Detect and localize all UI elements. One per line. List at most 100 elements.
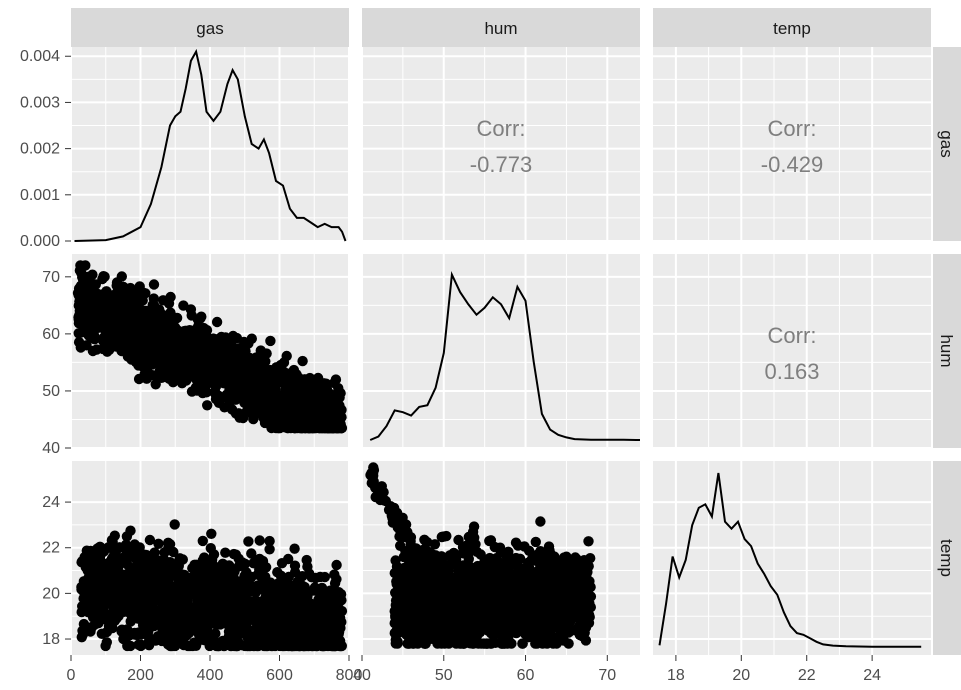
scatter-point: [89, 306, 100, 318]
strip-col-temp-label: temp: [773, 19, 811, 38]
tick-label-x: 400: [197, 667, 224, 684]
scatter-point: [129, 294, 140, 305]
corr-gas-hum-label: Corr:: [477, 116, 526, 141]
scatter-hum-temp-tail: [365, 462, 417, 561]
scatter-point: [140, 288, 151, 299]
scatter-point: [148, 279, 160, 290]
scatter-point: [83, 330, 95, 341]
scatter-point: [149, 607, 160, 619]
scatter-point: [189, 586, 200, 597]
tick-label-x: 40: [353, 667, 371, 684]
scatter-point: [393, 571, 405, 582]
scatter-point: [558, 565, 570, 576]
scatter-point: [289, 592, 300, 603]
strip-col-gas-label: gas: [196, 19, 223, 38]
scatter-point: [494, 542, 506, 553]
scatter-point: [463, 553, 474, 565]
scatter-point: [444, 633, 455, 644]
strip-col-hum-label: hum: [484, 19, 517, 38]
scatter-point: [135, 305, 147, 317]
scatter-point: [390, 555, 401, 566]
scatter-point: [144, 534, 156, 546]
scatter-point: [149, 590, 160, 601]
scatter-point: [289, 628, 301, 640]
scatter-point: [112, 598, 124, 609]
scatter-point: [222, 610, 233, 621]
scatter-point: [329, 578, 341, 589]
scatter-point: [231, 332, 243, 344]
tick-label-y: 18: [42, 631, 60, 648]
scatter-point: [116, 271, 128, 282]
scatter-point: [296, 580, 308, 591]
tick-label-y: 50: [42, 383, 60, 400]
scatter-point: [269, 640, 281, 652]
scatter-point: [585, 553, 596, 564]
scatter-point: [135, 346, 146, 357]
tick-label-y: 24: [42, 494, 60, 511]
scatter-point: [332, 387, 344, 398]
scatter-point: [172, 369, 183, 380]
scatter-point: [115, 294, 126, 305]
scatter-point: [260, 571, 271, 582]
scatter-point: [319, 571, 330, 583]
scatter-point: [118, 569, 130, 580]
tick-label-x: 22: [798, 667, 816, 684]
scatter-point: [135, 560, 146, 571]
scatter-point: [218, 640, 229, 652]
scatter-point: [389, 627, 400, 639]
scatter-point: [197, 634, 209, 645]
scatter-point: [258, 635, 269, 647]
scatter-point: [298, 407, 309, 418]
scatter-point: [134, 542, 145, 553]
scatter-point: [537, 626, 548, 637]
scatter-point: [208, 333, 219, 344]
scatter-point: [249, 605, 260, 616]
scatter-point: [526, 580, 538, 592]
scatter-point: [581, 614, 592, 625]
scatter-point: [248, 558, 259, 569]
scatter-point: [178, 300, 189, 311]
scatter-point: [389, 508, 401, 519]
scatter-point: [541, 615, 553, 627]
scatter-point: [75, 342, 87, 353]
scatter-point: [526, 630, 537, 641]
tick-label-x: 18: [667, 667, 685, 684]
scatter-point: [143, 332, 154, 344]
scatter-point: [242, 377, 253, 388]
scatter-point: [572, 609, 584, 620]
scatter-point: [233, 343, 245, 354]
strip-row-gas-label: gas: [937, 130, 956, 157]
scatter-gas-temp: [76, 519, 348, 652]
scatter-point: [412, 586, 424, 598]
scatter-point: [409, 566, 420, 577]
scatter-point: [328, 595, 340, 606]
scatter-point: [422, 537, 433, 548]
scatter-point: [139, 621, 150, 632]
scatter-point: [281, 597, 292, 608]
scatter-point: [150, 323, 162, 334]
scatter-point: [127, 565, 138, 576]
scatter-point: [304, 603, 316, 614]
scatter-point: [225, 396, 236, 407]
scatter-point: [530, 638, 541, 649]
scatter-point: [496, 638, 507, 649]
scatter-point: [167, 336, 178, 348]
scatter-point: [130, 286, 141, 297]
scatter-point: [513, 615, 524, 626]
scatter-point: [273, 578, 284, 589]
scatter-point: [211, 568, 223, 579]
scatter-point: [214, 618, 225, 629]
scatter-point: [102, 592, 114, 604]
scatter-point: [88, 585, 100, 597]
scatter-point: [153, 538, 164, 549]
scatter-point: [132, 629, 143, 641]
scatter-point: [76, 632, 88, 643]
scatter-point: [273, 586, 284, 597]
tick-label-y: 22: [42, 540, 60, 557]
scatter-point: [201, 387, 212, 398]
scatter-point: [163, 542, 174, 554]
scatter-point: [264, 535, 275, 547]
scatter-point: [286, 607, 297, 618]
scatter-point: [453, 601, 464, 613]
scatter-point: [293, 640, 304, 652]
